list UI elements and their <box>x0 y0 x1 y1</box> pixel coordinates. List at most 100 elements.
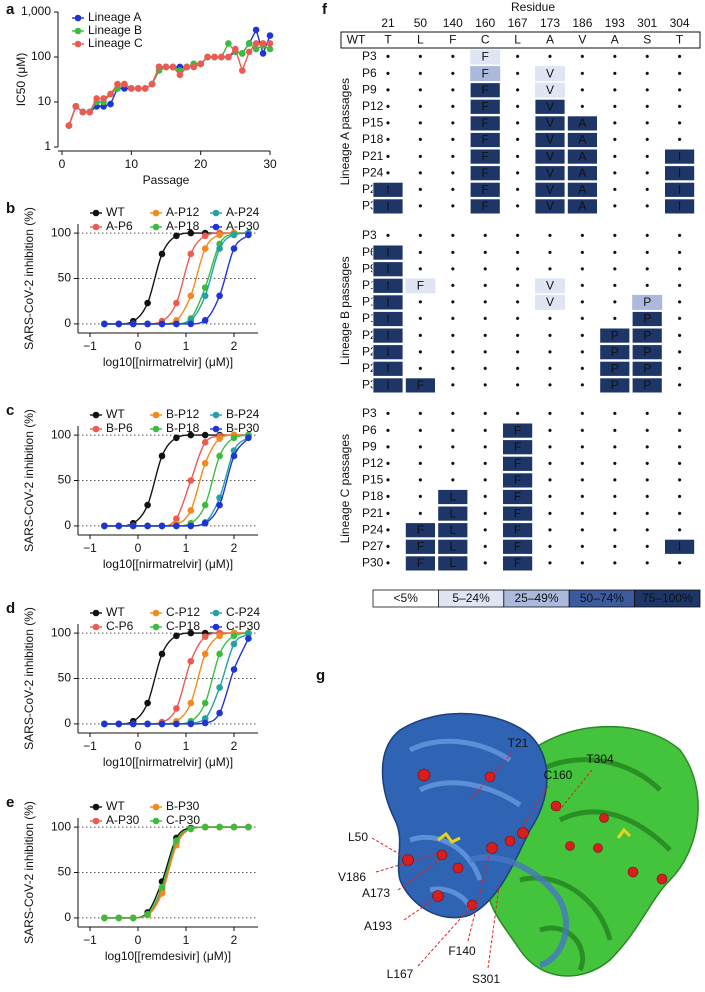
frequency-cell <box>567 132 598 148</box>
data-point <box>245 823 252 831</box>
cell-residue: • <box>515 50 519 64</box>
legend-label: 5–24% <box>452 591 490 605</box>
row-label: P15 <box>362 116 384 130</box>
data-point <box>238 50 246 57</box>
data-point <box>216 684 223 691</box>
cell-residue: V <box>546 149 554 163</box>
legend-label: B-P18 <box>166 421 200 435</box>
data-point <box>173 320 180 328</box>
data-point <box>187 250 195 258</box>
cell-residue: • <box>548 262 552 276</box>
frequency-cell <box>437 489 469 505</box>
cell-residue: • <box>418 506 422 520</box>
y-tick-label: 50 <box>58 865 72 879</box>
cell-residue: • <box>418 490 422 504</box>
data-point <box>225 40 232 47</box>
panel-letter: c <box>6 402 14 419</box>
cell-residue: F <box>514 556 521 570</box>
cell-residue: • <box>548 440 552 454</box>
cell-residue: I <box>386 199 389 213</box>
sphere <box>402 854 414 866</box>
legend-label: B-P30 <box>226 421 260 435</box>
frequency-cell <box>664 165 695 182</box>
y-tick-label: 100 <box>31 49 51 63</box>
legend-label: Lineage C <box>88 36 143 50</box>
row-label: P27 <box>362 539 384 553</box>
cell-residue: I <box>386 312 389 326</box>
frequency-cell <box>567 165 598 182</box>
data-point <box>230 434 238 442</box>
data-point <box>201 245 209 252</box>
cell-residue: • <box>483 423 487 437</box>
data-point <box>173 515 180 522</box>
cell-residue: • <box>451 262 455 276</box>
cell-residue: • <box>451 345 455 359</box>
x-tick-label: 1 <box>183 339 190 353</box>
cell-residue: P <box>643 312 651 326</box>
x-tick-label: 0 <box>135 933 142 947</box>
cell-residue: • <box>483 378 487 392</box>
data-point <box>141 85 149 92</box>
data-point <box>232 45 239 53</box>
frequency-cell <box>631 360 663 377</box>
cell-residue: I <box>386 328 389 342</box>
sphere <box>656 873 668 885</box>
cell-residue: • <box>645 116 649 130</box>
row-label: P6 <box>362 423 377 437</box>
cell-residue: • <box>515 262 519 276</box>
cell-residue: • <box>677 423 681 437</box>
cell-residue: • <box>548 312 552 326</box>
legend-marker <box>152 609 160 617</box>
leader-line <box>375 852 441 873</box>
cell-residue: • <box>613 262 617 276</box>
cell-residue: • <box>548 328 552 342</box>
x-tick-label: 10 <box>125 157 139 171</box>
cell-residue: • <box>677 345 681 359</box>
residue-label: A173 <box>362 886 390 900</box>
reference-residue: L <box>417 33 424 47</box>
cell-residue: I <box>678 539 681 553</box>
data-point <box>187 292 195 300</box>
legend-marker <box>92 817 100 825</box>
data-point <box>216 632 223 640</box>
cell-residue: • <box>580 407 584 421</box>
legend-marker <box>152 223 160 231</box>
frequency-cell <box>664 198 695 215</box>
legend-marker <box>212 425 220 433</box>
y-axis-label: SARS-CoV-2 inhibition (%) <box>22 607 36 750</box>
cell-residue: • <box>418 116 422 130</box>
cell-residue: • <box>451 245 455 259</box>
cell-residue: • <box>451 440 455 454</box>
cell-residue: F <box>482 116 489 130</box>
data-point <box>176 71 184 79</box>
cell-residue: • <box>451 166 455 180</box>
frequency-cell <box>372 360 404 377</box>
cell-residue: F <box>482 66 489 80</box>
panel-letter: g <box>316 667 325 684</box>
frequency-cell <box>469 115 501 132</box>
column-header: 140 <box>443 16 463 30</box>
series-line <box>104 234 249 325</box>
reference-residue: V <box>578 33 586 47</box>
data-point <box>148 80 156 88</box>
reference-residue: L <box>514 33 521 47</box>
cell-residue: • <box>451 50 455 64</box>
cell-residue: I <box>386 295 389 309</box>
x-tick-label: 2 <box>231 339 238 353</box>
cell-residue: • <box>677 473 681 487</box>
frequency-cell <box>535 82 565 98</box>
data-point <box>230 823 238 831</box>
frequency-cell <box>631 344 663 361</box>
data-point <box>216 292 223 300</box>
data-point <box>201 459 209 467</box>
cell-residue: • <box>386 423 390 437</box>
cell-residue: • <box>483 556 487 570</box>
cell-residue: • <box>613 423 617 437</box>
blue-domain <box>381 712 548 919</box>
legend-marker <box>152 209 160 217</box>
frequency-cell <box>599 344 631 361</box>
cell-residue: • <box>613 473 617 487</box>
frequency-cell <box>405 278 436 294</box>
column-header: 160 <box>475 16 495 30</box>
frequency-cell <box>404 522 436 539</box>
